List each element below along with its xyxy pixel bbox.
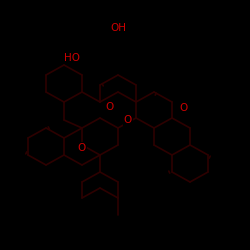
- Text: O: O: [106, 102, 114, 112]
- Text: HO: HO: [64, 53, 80, 63]
- Text: O: O: [124, 115, 132, 125]
- Text: O: O: [179, 103, 187, 113]
- Text: O: O: [78, 143, 86, 153]
- Text: OH: OH: [110, 23, 126, 33]
